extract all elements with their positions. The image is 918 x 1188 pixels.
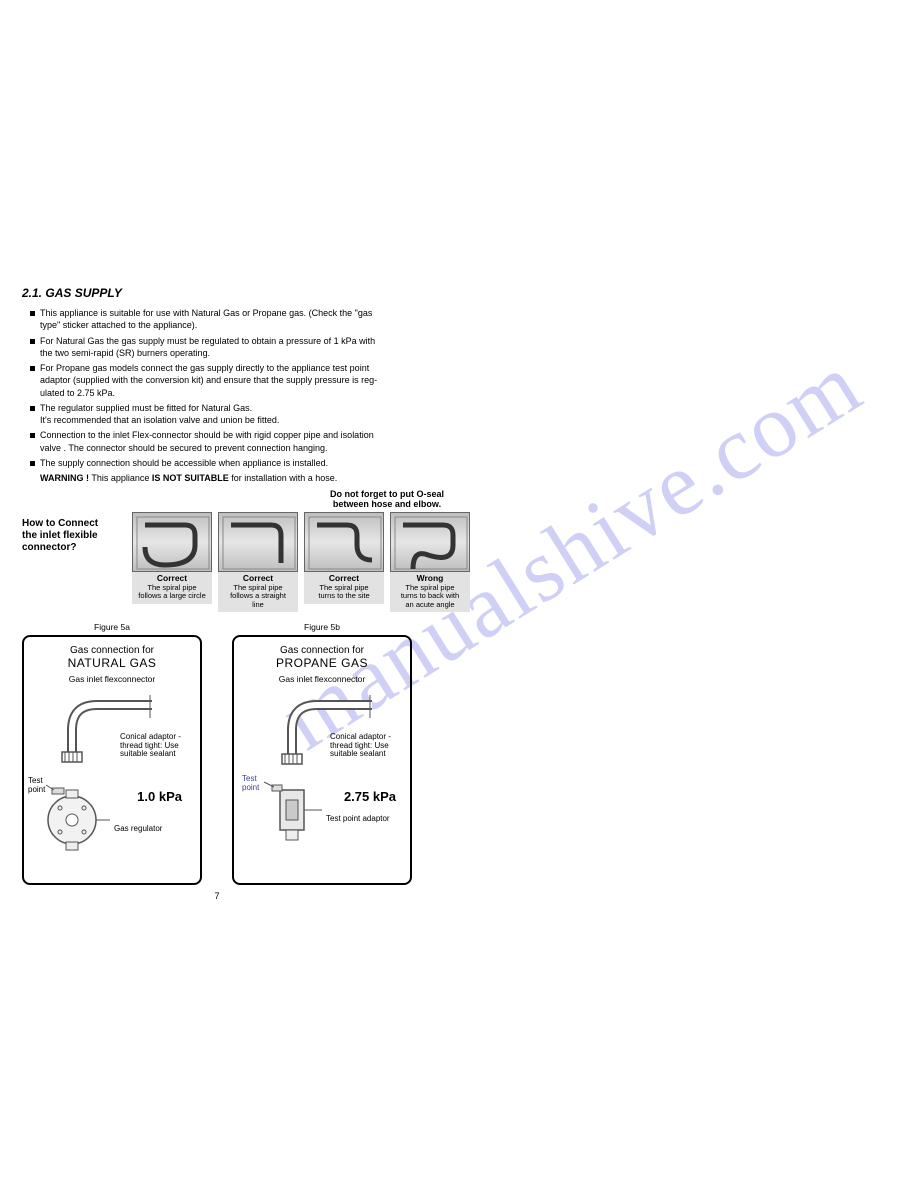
adaptor-anno: Test point adaptor [326,815,390,824]
conical-anno: Conical adaptor - thread tight: Use suit… [120,733,194,759]
thumb-correct-circle: Correct The spiral pipe follows a large … [132,512,212,612]
pipe-icon [305,513,385,573]
list-item: The regulator supplied must be fitted fo… [30,403,502,427]
thumb-illustration [218,512,298,572]
thumb-correct-straight: Correct The spiral pipe follows a straig… [218,512,298,612]
figure-sub: Gas inlet flexconnector [30,674,194,684]
test-point-anno: Test point [242,775,259,793]
howto-line: How to Connect [22,518,98,529]
list-item: The supply connection should be accessib… [30,458,502,469]
bullet-list: This appliance is suitable for use with … [22,308,502,469]
pressure-value: 2.75 kPa [344,789,396,804]
bullet-text: It's recommended that an isolation valve… [40,414,502,426]
anno-line: thread tight: Use [330,741,389,750]
bullet-text: The supply connection should be accessib… [40,458,328,468]
list-item: Connection to the inlet Flex-connector s… [30,430,502,454]
natural-gas-diagram [32,690,192,865]
oseal-line1: Do not forget to put O-seal [330,489,444,499]
bullet-text: the two semi-rapid (SR) burners operatin… [40,347,502,359]
bullet-text: This appliance is suitable for use with … [40,308,372,318]
oseal-line2: between hose and elbow. [333,499,441,509]
figure-5b: Figure 5b Gas connection for PROPANE GAS… [232,622,412,885]
thumb-head: Correct [306,574,382,583]
anno-line: thread tight: Use [120,741,179,750]
list-item: For Natural Gas the gas supply must be r… [30,336,502,360]
conical-anno: Conical adaptor - thread tight: Use suit… [330,733,404,759]
figure-title2: PROPANE GAS [240,656,404,670]
thumb-caption: Correct The spiral pipe turns to the sit… [304,572,384,604]
thumbnails: Correct The spiral pipe follows a large … [132,512,470,612]
propane-gas-diagram [242,690,402,865]
figure-title1: Gas connection for [30,645,194,656]
section-heading: 2.1. GAS SUPPLY [22,286,502,300]
thumb-illustration [132,512,212,572]
bullet-text: Connection to the inlet Flex-connector s… [40,430,374,440]
thumb-line: turns to the site [318,591,369,600]
thumb-line: an acute angle [405,600,454,609]
test-point-anno: Test point [28,777,45,795]
figure-row: Figure 5a Gas connection for NATURAL GAS… [22,622,502,885]
section-number: 2.1. [22,286,42,300]
page-number: 7 [22,891,412,901]
regulator-anno: Gas regulator [114,825,162,834]
thumb-illustration [390,512,470,572]
anno-line: suitable sealant [120,749,176,758]
bullet-text: ulated to 2.75 kPa. [40,387,502,399]
warning-bold: IS NOT SUITABLE [152,473,229,483]
figure-sub: Gas inlet flexconnector [240,674,404,684]
pipe-icon [219,513,299,573]
bullet-text: adaptor (supplied with the conversion ki… [40,374,502,386]
list-item: For Propane gas models connect the gas s… [30,363,502,399]
figure-label: Figure 5b [232,622,412,632]
figure-title2: NATURAL GAS [30,656,194,670]
anno-line: Test [28,776,43,785]
anno-line: suitable sealant [330,749,386,758]
anno-line: Conical adaptor - [120,732,181,741]
pipe-icon [391,513,471,573]
bullet-text: For Natural Gas the gas supply must be r… [40,336,375,346]
thumb-illustration [304,512,384,572]
warning-mid: This appliance [89,473,152,483]
anno-line: point [242,783,259,792]
howto-line: the inlet flexible [22,530,98,541]
figure-title1: Gas connection for [240,645,404,656]
thumb-head: Wrong [392,574,468,583]
thumb-wrong: Wrong The spiral pipe turns to back with… [390,512,470,612]
figure-box: Gas connection for PROPANE GAS Gas inlet… [232,635,412,885]
bullet-text: type" sticker attached to the appliance)… [40,319,502,331]
anno-line: Conical adaptor - [330,732,391,741]
thumb-line: line [252,600,264,609]
page-content: 2.1. GAS SUPPLY This appliance is suitab… [22,286,502,901]
oseal-note: Do not forget to put O-seal between hose… [322,489,452,510]
connector-guide-row: How to Connect the inlet flexible connec… [22,512,502,612]
thumb-head: Correct [134,574,210,583]
bullet-text: valve . The connector should be secured … [40,442,502,454]
thumb-caption: Correct The spiral pipe follows a straig… [218,572,298,612]
thumb-correct-site: Correct The spiral pipe turns to the sit… [304,512,384,612]
howto-line: connector? [22,542,76,553]
figure-label: Figure 5a [22,622,202,632]
warning-tail: for installation with a hose. [229,473,338,483]
thumb-line: follows a large circle [138,591,206,600]
list-item: This appliance is suitable for use with … [30,308,502,332]
howto-label: How to Connect the inlet flexible connec… [22,512,132,554]
figure-5a: Figure 5a Gas connection for NATURAL GAS… [22,622,202,885]
thumb-caption: Correct The spiral pipe follows a large … [132,572,212,604]
section-title: GAS SUPPLY [45,286,121,300]
anno-line: point [28,785,45,794]
pipe-icon [133,513,213,573]
thumb-caption: Wrong The spiral pipe turns to back with… [390,572,470,612]
pressure-value: 1.0 kPa [137,789,182,804]
anno-line: Test [242,774,257,783]
warning-line: WARNING ! This appliance IS NOT SUITABLE… [22,473,502,483]
warning-prefix: WARNING ! [40,473,89,483]
bullet-text: For Propane gas models connect the gas s… [40,363,369,373]
figure-box: Gas connection for NATURAL GAS Gas inlet… [22,635,202,885]
thumb-head: Correct [220,574,296,583]
bullet-text: The regulator supplied must be fitted fo… [40,403,252,413]
